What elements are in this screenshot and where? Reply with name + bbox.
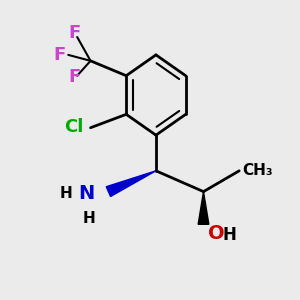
Text: F: F xyxy=(68,24,80,42)
Text: H: H xyxy=(83,211,95,226)
Text: O: O xyxy=(208,224,225,243)
Text: CH₃: CH₃ xyxy=(243,163,273,178)
Text: Cl: Cl xyxy=(64,118,83,136)
Text: F: F xyxy=(68,68,80,86)
Text: N: N xyxy=(78,184,94,202)
Polygon shape xyxy=(198,192,209,224)
Text: H: H xyxy=(60,186,73,201)
Text: H: H xyxy=(223,226,237,244)
Text: F: F xyxy=(53,46,65,64)
Polygon shape xyxy=(106,171,156,196)
